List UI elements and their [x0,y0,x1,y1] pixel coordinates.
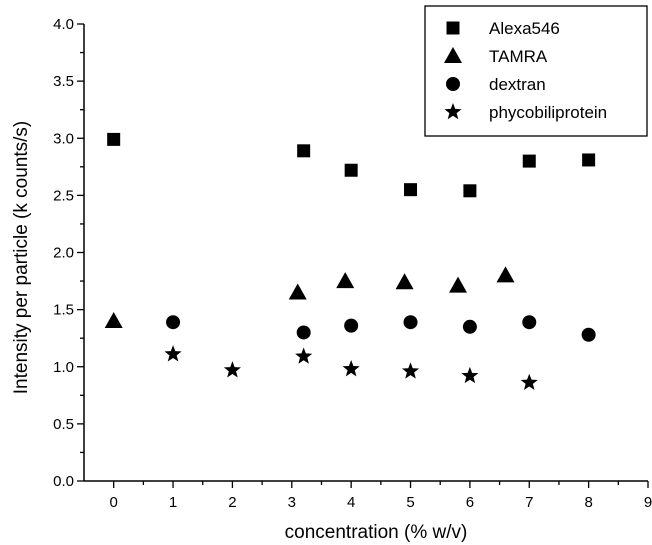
x-tick-label: 3 [288,494,296,511]
star-point [295,347,313,364]
x-tick-label: 1 [169,494,177,511]
legend-marker-star [444,103,462,120]
circle-point [581,327,596,342]
legend-box [424,5,648,137]
data-points [104,132,596,391]
legend-label: dextran [489,75,546,94]
x-tick-label: 9 [644,494,652,511]
y-tick-label: 1.0 [53,359,74,376]
x-tick-label: 5 [406,494,414,511]
series-phycobiliprotein [164,345,538,391]
square-point [404,183,418,197]
x-tick-label: 0 [110,494,118,511]
star-point [164,345,182,362]
legend: Alexa546 TAMRA dextran phycobiliprotein [424,5,648,137]
y-tick-label: 0.5 [53,416,74,433]
legend-marker-circle [446,77,460,91]
y-tick-label: 2.5 [53,187,74,204]
y-tick-label: 2.0 [53,245,74,262]
x-tick-label: 4 [347,494,355,511]
legend-label: phycobiliprotein [489,103,607,122]
x-tick-label: 6 [466,494,474,511]
triangle-point [104,312,123,329]
x-tick-label: 8 [584,494,592,511]
star-point [342,360,360,377]
series-dextran [166,315,596,342]
y-axis-title: Intensity per particle (k counts/s) [11,121,32,395]
legend-label: Alexa546 [489,19,560,38]
x-axis-ticks: 0 1 2 3 4 5 6 7 8 9 [110,481,652,511]
x-tick-label: 7 [525,494,533,511]
legend-marker-triangle [444,47,462,63]
star-point [520,373,538,391]
series-tamra [104,266,515,329]
circle-point [522,315,537,330]
square-point [582,153,596,167]
y-tick-label: 1.5 [53,302,74,319]
square-point [107,132,121,146]
triangle-point [395,273,414,290]
series-alexa546 [107,132,596,198]
y-axis-ticks: 0.0 0.5 1.0 1.5 2.0 2.5 3.0 3.5 4.0 [53,16,84,490]
square-point [522,154,536,168]
triangle-point [288,283,307,300]
square-point [463,184,477,198]
star-point [401,362,420,379]
star-point [461,366,479,384]
triangle-point [496,266,515,283]
y-tick-label: 3.5 [53,73,74,90]
circle-point [403,315,418,330]
y-tick-label: 0.0 [53,473,74,490]
circle-point [296,325,311,340]
circle-point [344,318,359,333]
square-point [297,144,311,158]
circle-point [462,319,477,334]
y-tick-label: 4.0 [53,16,74,33]
circle-point [166,315,181,330]
star-point [223,361,241,378]
legend-label: TAMRA [489,47,548,66]
square-point [344,163,358,177]
y-tick-label: 3.0 [53,130,74,147]
x-axis-title: concentration (% w/v) [285,522,468,543]
triangle-point [449,276,468,293]
legend-marker-square [446,21,460,35]
triangle-point [336,272,355,289]
x-tick-label: 2 [228,494,236,511]
